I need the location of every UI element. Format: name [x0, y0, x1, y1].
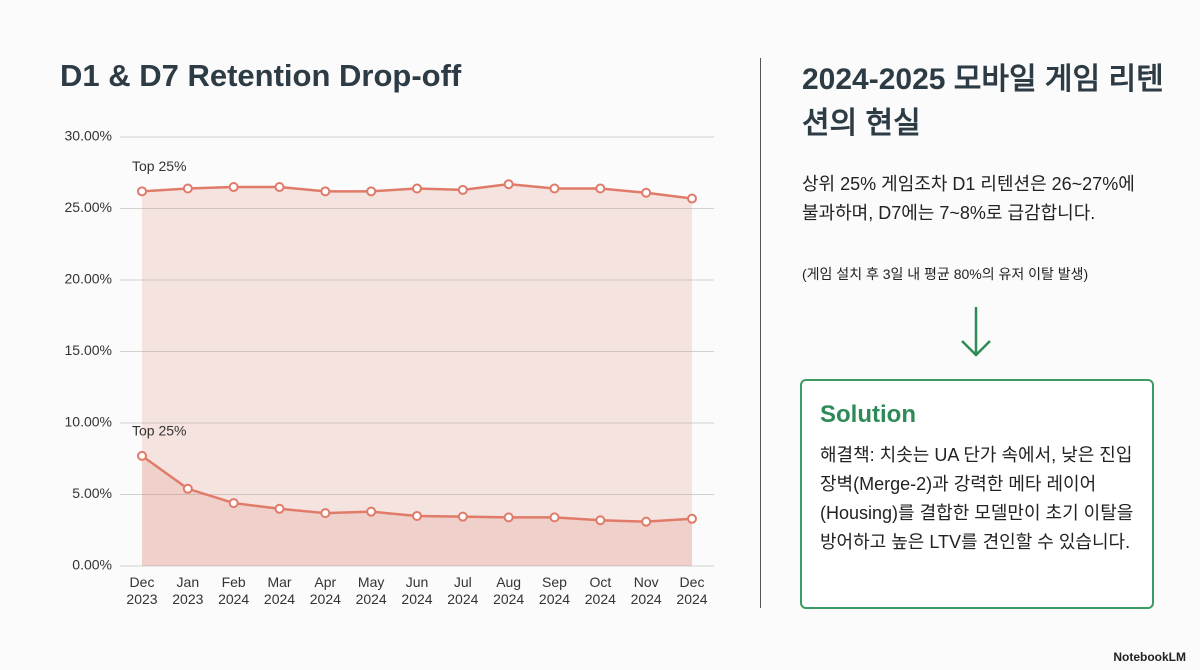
- y-tick-label: 30.00%: [65, 128, 112, 144]
- y-tick-label: 0.00%: [72, 557, 112, 573]
- point: [595, 183, 606, 194]
- point: [366, 186, 377, 197]
- area: [142, 455, 692, 566]
- point: [274, 182, 285, 193]
- x-tick-label: Jun 2024: [401, 574, 433, 607]
- divider: [760, 58, 761, 608]
- area: [142, 184, 692, 566]
- point: [641, 516, 652, 527]
- point: [182, 183, 193, 194]
- series-label: Top 25%: [132, 158, 186, 174]
- y-tick-label: 10.00%: [65, 414, 112, 430]
- point: [228, 498, 239, 509]
- y-tick-label: 5.00%: [72, 485, 112, 501]
- x-tick-label: Mar 2024: [263, 574, 296, 607]
- point: [412, 510, 422, 521]
- y-tick-label: 25.00%: [65, 199, 112, 215]
- point: [228, 182, 239, 193]
- point: [503, 179, 514, 190]
- x-tick-label: Oct 2024: [584, 574, 616, 607]
- x-tick-label: Dec 2024: [676, 574, 708, 607]
- point: [457, 511, 468, 522]
- x-tick-label: May 2024: [355, 574, 387, 607]
- point: [366, 506, 377, 517]
- x-tick-label: Jul 2024: [447, 574, 479, 607]
- point: [549, 512, 560, 523]
- point: [503, 512, 514, 523]
- point: [412, 183, 422, 194]
- arrow: [961, 307, 991, 357]
- point: [320, 186, 331, 197]
- point: [687, 193, 697, 204]
- point: [595, 515, 606, 526]
- point: [641, 187, 652, 198]
- panel-text: 상위 25% 게임조차 D1 리텐션은 26~27%에 불과하며, D7에는 7…: [802, 174, 1135, 223]
- x-tick-label: Jan 2023: [172, 574, 204, 607]
- x-tick-label: Aug 2024: [493, 574, 525, 607]
- x-tick-label: Feb 2024: [218, 574, 250, 607]
- point: [274, 503, 285, 514]
- solution-title: Solution: [820, 401, 916, 428]
- x-tick-label: Apr 2024: [309, 574, 341, 607]
- point: [137, 186, 147, 197]
- panel-title: 2024-2025 모바일 게임 리텐션의 현실: [802, 63, 1164, 140]
- chart: 0.00% 5.00% 10.00% 15.00% 20.00% 25.00% 30.00%…: [65, 128, 714, 573]
- panel-note: (게임 설치 후 3일 내 평균 80%의 유저 이탈 발생): [802, 266, 1089, 282]
- series-label: Top 25%: [132, 423, 186, 439]
- point: [687, 513, 697, 524]
- y-tick-label: 20.00%: [65, 271, 112, 287]
- x-tick-label: Sep 2024: [538, 574, 571, 607]
- y-tick-label: 15.00%: [65, 342, 112, 358]
- x-tick-label: Nov 2024: [630, 574, 662, 607]
- point: [320, 508, 331, 519]
- point: [182, 483, 193, 494]
- point: [549, 183, 560, 194]
- point: [457, 184, 468, 195]
- solution-box: Solution 해결책: 치솟는 UA 단가 속에서, 낮은 진입 장벽(Me…: [800, 379, 1154, 609]
- solution-text: 해결책: 치솟는 UA 단가 속에서, 낮은 진입 장벽(Merge-2)과 강…: [820, 445, 1134, 552]
- footer: NotebookLM: [1113, 650, 1186, 664]
- point: [137, 450, 147, 461]
- x-tick-label: Dec 2023: [126, 574, 158, 607]
- chart-title: D1 & D7 Retention Drop-off: [60, 58, 462, 93]
